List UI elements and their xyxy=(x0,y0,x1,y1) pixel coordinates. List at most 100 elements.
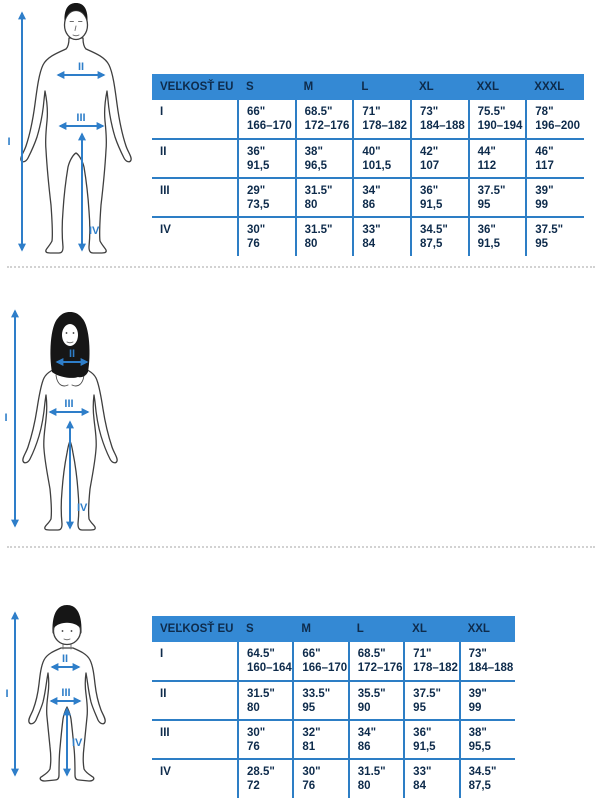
measurement-label-cell: I xyxy=(160,106,164,118)
measurement-label-cell: I xyxy=(160,648,164,660)
cm-value: 166–170 xyxy=(302,662,348,674)
cm-value: 112 xyxy=(477,160,497,172)
man-hair xyxy=(64,3,88,21)
inches-value: 32" xyxy=(302,727,321,739)
cm-value: 95 xyxy=(477,199,491,211)
size-value-cell: 32" 81 xyxy=(292,719,349,759)
section-men: I II III IV VEĽKOSŤ EU S M L XL XXL XXXL I 66" 1… xyxy=(0,0,602,266)
size-value-cell: 44" 112 xyxy=(467,138,527,178)
inches-value: 71" xyxy=(362,106,381,118)
size-value-cell: 29" 73,5 xyxy=(237,177,296,217)
cm-value: 76 xyxy=(247,741,260,753)
size-value-cell: 66" 166–170 xyxy=(237,100,296,139)
measure-label-hip: III xyxy=(61,687,70,699)
size-column-header: XL xyxy=(404,616,460,642)
size-value-cell: 34.5" 87,5 xyxy=(409,216,469,256)
size-value-cell: 30" 76 xyxy=(236,719,294,759)
measurement-label-cell: IV xyxy=(152,216,238,256)
inches-value: 33.5" xyxy=(302,688,331,700)
size-column-header: XXXL xyxy=(526,74,584,100)
inches-value: 33" xyxy=(362,224,381,236)
size-value-cell: 39" 99 xyxy=(458,680,515,720)
cm-value: 72 xyxy=(247,780,260,792)
size-value-cell: 37.5" 95 xyxy=(403,680,460,720)
section-divider xyxy=(7,266,595,268)
measurement-label-cell: II xyxy=(152,680,238,720)
size-value-cell: 31.5" 80 xyxy=(294,216,354,256)
section-divider xyxy=(7,546,595,548)
cm-value: 91,5 xyxy=(419,199,443,211)
cm-value: 87,5 xyxy=(419,238,443,250)
measurement-label-cell: III xyxy=(152,177,238,217)
cm-value: 107 xyxy=(419,160,440,172)
cm-value: 90 xyxy=(357,702,371,714)
size-row: I 66" 166–170 68.5" 172–176 71" 178–182 73" 184–… xyxy=(152,100,584,139)
inches-value: 31.5" xyxy=(247,688,275,700)
cm-value: 99 xyxy=(468,702,482,714)
cm-value: 160–164 xyxy=(247,662,292,674)
size-value-cell: 30" 76 xyxy=(237,216,296,256)
cm-value: 99 xyxy=(535,199,549,211)
woman-measurement-diagram: I II III IV xyxy=(4,309,118,531)
cm-value: 91,5 xyxy=(413,741,436,753)
size-value-cell: 68.5" 172–176 xyxy=(294,100,354,139)
cm-value: 95 xyxy=(413,702,426,714)
measure-label-chest: II xyxy=(69,348,75,360)
size-row: IV 30" 76 31.5" 80 33" 84 34.5" 87,5 36" 91,5 37.5"… xyxy=(152,216,584,256)
inches-value: 38" xyxy=(468,727,487,739)
size-value-cell: 31.5" 80 xyxy=(347,758,405,798)
measure-label-hip: III xyxy=(64,398,73,410)
cm-value: 84 xyxy=(362,238,376,250)
cm-value: 80 xyxy=(304,238,318,250)
woman-face xyxy=(62,324,78,346)
inches-value: 73" xyxy=(419,106,439,118)
size-value-cell: 36" 91,5 xyxy=(237,138,296,178)
size-value-cell: 68.5" 172–176 xyxy=(347,642,405,681)
man-head xyxy=(63,9,89,41)
size-value-cell: 31.5" 80 xyxy=(236,680,294,720)
inches-value: 71" xyxy=(413,648,432,660)
cm-value: 95,5 xyxy=(468,741,491,753)
size-value-cell: 34" 86 xyxy=(347,719,405,759)
size-value-cell: 36" 91,5 xyxy=(409,177,469,217)
size-value-cell: 40" 101,5 xyxy=(352,138,411,178)
measurement-label-cell: III xyxy=(152,719,238,759)
inches-value: 31.5" xyxy=(304,185,333,197)
cm-value: 172–176 xyxy=(304,120,350,132)
size-column-header: M xyxy=(295,74,354,100)
size-table-men: VEĽKOSŤ EU S M L XL XXL XXXL I 66" 166–170 68.5" 1… xyxy=(152,74,584,256)
size-value-cell: 73" 184–188 xyxy=(409,100,469,139)
size-value-cell: 34" 86 xyxy=(352,177,411,217)
cm-value: 190–194 xyxy=(477,120,523,132)
cm-value: 96,5 xyxy=(304,160,328,172)
inches-value: 68.5" xyxy=(357,648,386,660)
size-row: IV 28.5" 72 30" 76 31.5" 80 33" 84 34.5" 87,5 xyxy=(152,758,515,798)
cm-value: 80 xyxy=(247,702,260,714)
inches-value: 37.5" xyxy=(477,185,506,197)
size-column-header: XXL xyxy=(459,616,515,642)
inches-value: 35.5" xyxy=(357,688,386,700)
cm-value: 80 xyxy=(357,780,371,792)
size-value-cell: 46" 117 xyxy=(525,138,584,178)
measurement-label-cell: IV xyxy=(152,758,238,798)
inches-value: 36" xyxy=(247,146,266,158)
cm-value: 184–188 xyxy=(419,120,465,132)
size-value-cell: 78" 196–200 xyxy=(525,100,584,139)
cm-value: 87,5 xyxy=(468,780,491,792)
inches-value: 75.5" xyxy=(477,106,506,118)
cm-value: 91,5 xyxy=(247,160,270,172)
size-row: III 29" 73,5 31.5" 80 34" 86 36" 91,5 37.5" 95 39" 9… xyxy=(152,177,584,217)
cm-value: 91,5 xyxy=(477,238,501,250)
size-table-women: VEĽKOSŤ EU S M L XL XXL I 64.5" 160–164 66" 166–1… xyxy=(152,616,515,798)
child-body-outline xyxy=(28,647,106,782)
size-value-cell: 28.5" 72 xyxy=(236,758,294,798)
size-row: I 64.5" 160–164 66" 166–170 68.5" 172–176 71" 17… xyxy=(152,642,515,681)
inches-value: 46" xyxy=(535,146,554,158)
size-row: II 36" 91,5 38" 96,5 40" 101,5 42" 107 44" 112 46" 1… xyxy=(152,138,584,178)
size-value-cell: 36" 91,5 xyxy=(403,719,460,759)
size-value-cell: 36" 91,5 xyxy=(467,216,527,256)
size-value-cell: 37.5" 95 xyxy=(467,177,527,217)
inches-value: 30" xyxy=(247,224,266,236)
size-column-header: S xyxy=(238,74,296,100)
size-column-header: M xyxy=(293,616,349,642)
